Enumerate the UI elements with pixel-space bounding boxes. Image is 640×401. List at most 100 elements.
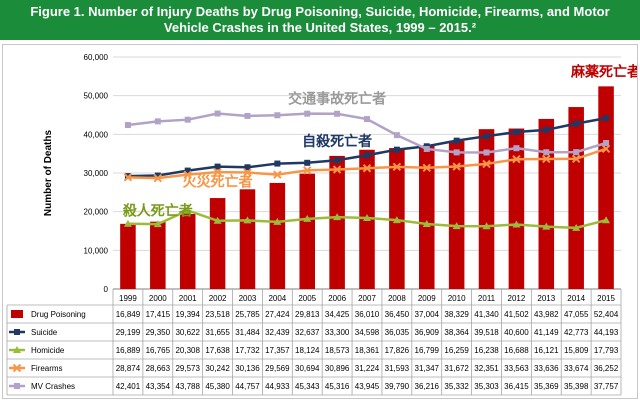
title-line-1: Figure 1. Number of Injury Deaths by Dru… <box>30 4 610 19</box>
data-label-firearms: 31,224 <box>355 364 380 373</box>
bar-drug-poisoning <box>269 182 286 289</box>
data-label-suicide: 38,364 <box>444 328 469 337</box>
data-label-firearms: 30,896 <box>325 364 350 373</box>
data-label-suicide: 44,193 <box>594 328 619 337</box>
point-mv-crashes <box>364 116 370 123</box>
point-suicide <box>453 137 460 144</box>
data-label-drug-poisoning: 36,010 <box>355 310 380 319</box>
annotation-label: 麻薬死亡者 <box>570 63 637 80</box>
data-label-suicide: 31,484 <box>235 328 260 337</box>
data-label-suicide: 29,350 <box>146 328 171 337</box>
data-label-homicide: 16,688 <box>504 346 529 355</box>
data-label-firearms: 30,136 <box>235 364 260 373</box>
y-tick-label: 60,000 <box>84 53 109 62</box>
point-mv-crashes <box>304 110 311 117</box>
data-label-firearms: 31,347 <box>415 364 440 373</box>
data-label-drug-poisoning: 43,982 <box>534 310 559 319</box>
point-suicide <box>364 152 370 159</box>
x-tick-label: 2006 <box>328 294 346 303</box>
point-mv-crashes <box>184 116 191 123</box>
data-label-drug-poisoning: 38,329 <box>444 310 469 319</box>
bar-drug-poisoning <box>239 189 256 289</box>
data-label-homicide: 16,889 <box>116 346 141 355</box>
data-label-mv-crashes: 35,369 <box>534 382 559 391</box>
data-label-homicide: 16,259 <box>444 346 469 355</box>
legend-key-drug-poisoning <box>11 310 23 318</box>
data-label-drug-poisoning: 25,785 <box>235 310 260 319</box>
point-homicide <box>392 216 401 224</box>
point-firearms <box>243 168 252 177</box>
bar-drug-poisoning <box>329 155 345 289</box>
annotation-label: 交通事故死亡者 <box>288 90 386 107</box>
bar-drug-poisoning <box>568 107 584 289</box>
legend-label-suicide: Suicide <box>31 328 58 337</box>
point-homicide <box>602 216 611 224</box>
data-label-drug-poisoning: 23,518 <box>205 310 230 319</box>
data-label-homicide: 17,638 <box>205 346 230 355</box>
bar-drug-poisoning <box>209 198 226 289</box>
y-tick-label: 10,000 <box>84 246 109 255</box>
data-label-mv-crashes: 44,757 <box>235 382 260 391</box>
point-firearms <box>303 166 312 175</box>
legend-label-drug-poisoning: Drug Poisoning <box>31 310 86 319</box>
data-label-drug-poisoning: 41,502 <box>504 310 529 319</box>
x-tick-label: 2000 <box>149 294 167 303</box>
point-mv-crashes <box>244 112 251 119</box>
point-homicide <box>153 220 162 228</box>
legend-label-homicide: Homicide <box>31 346 65 355</box>
point-suicide <box>483 133 490 140</box>
data-label-mv-crashes: 43,354 <box>146 382 171 391</box>
data-label-suicide: 32,439 <box>265 328 290 337</box>
point-firearms <box>542 154 551 164</box>
data-label-suicide: 34,598 <box>355 328 380 337</box>
point-firearms <box>512 155 521 164</box>
title-line-2: Vehicle Crashes in the United States, 19… <box>163 20 477 35</box>
point-mv-crashes <box>543 149 550 156</box>
data-label-mv-crashes: 44,933 <box>265 382 290 391</box>
x-tick-label: 2010 <box>448 294 466 303</box>
data-label-firearms: 33,636 <box>534 364 559 373</box>
y-tick-label: 0 <box>104 285 109 294</box>
x-tick-label: 2012 <box>508 294 526 303</box>
bar-drug-poisoning <box>179 214 196 289</box>
point-homicide <box>542 222 551 230</box>
data-label-firearms: 29,569 <box>265 364 290 373</box>
point-suicide <box>334 157 341 164</box>
data-label-suicide: 42,773 <box>564 328 589 337</box>
point-suicide <box>513 129 520 136</box>
bar-drug-poisoning <box>538 118 555 289</box>
legend-label-mv-crashes: MV Crashes <box>31 382 75 391</box>
legend-marker-homicide <box>13 346 21 353</box>
point-mv-crashes <box>393 132 400 139</box>
data-label-firearms: 33,674 <box>564 364 589 373</box>
data-label-mv-crashes: 37,757 <box>594 382 619 391</box>
data-label-homicide: 18,573 <box>325 346 350 355</box>
x-tick-label: 2008 <box>388 294 406 303</box>
point-homicide <box>333 213 342 221</box>
point-mv-crashes <box>483 149 490 156</box>
data-label-suicide: 41,149 <box>534 328 559 337</box>
x-tick-label: 2015 <box>597 294 615 303</box>
annotation-label: 火災死亡者 <box>183 174 253 191</box>
point-mv-crashes <box>423 145 430 152</box>
data-label-mv-crashes: 35,398 <box>564 382 589 391</box>
x-tick-label: 2001 <box>179 294 197 303</box>
bar-drug-poisoning <box>448 140 465 289</box>
data-label-suicide: 32,637 <box>295 328 320 337</box>
bar-drug-poisoning <box>299 173 316 289</box>
legend-label-firearms: Firearms <box>31 364 63 373</box>
point-suicide <box>244 164 251 171</box>
point-suicide <box>304 159 311 166</box>
data-label-drug-poisoning: 34,425 <box>325 310 350 319</box>
data-label-drug-poisoning: 41,340 <box>474 310 499 319</box>
point-mv-crashes <box>573 149 580 156</box>
point-firearms <box>123 173 133 182</box>
data-label-drug-poisoning: 19,394 <box>175 310 200 319</box>
x-tick-label: 2002 <box>209 294 227 303</box>
point-firearms <box>273 170 282 179</box>
point-suicide <box>184 167 191 174</box>
data-label-suicide: 36,035 <box>385 328 410 337</box>
data-label-mv-crashes: 35,303 <box>474 382 499 391</box>
bar-drug-poisoning <box>508 128 525 289</box>
